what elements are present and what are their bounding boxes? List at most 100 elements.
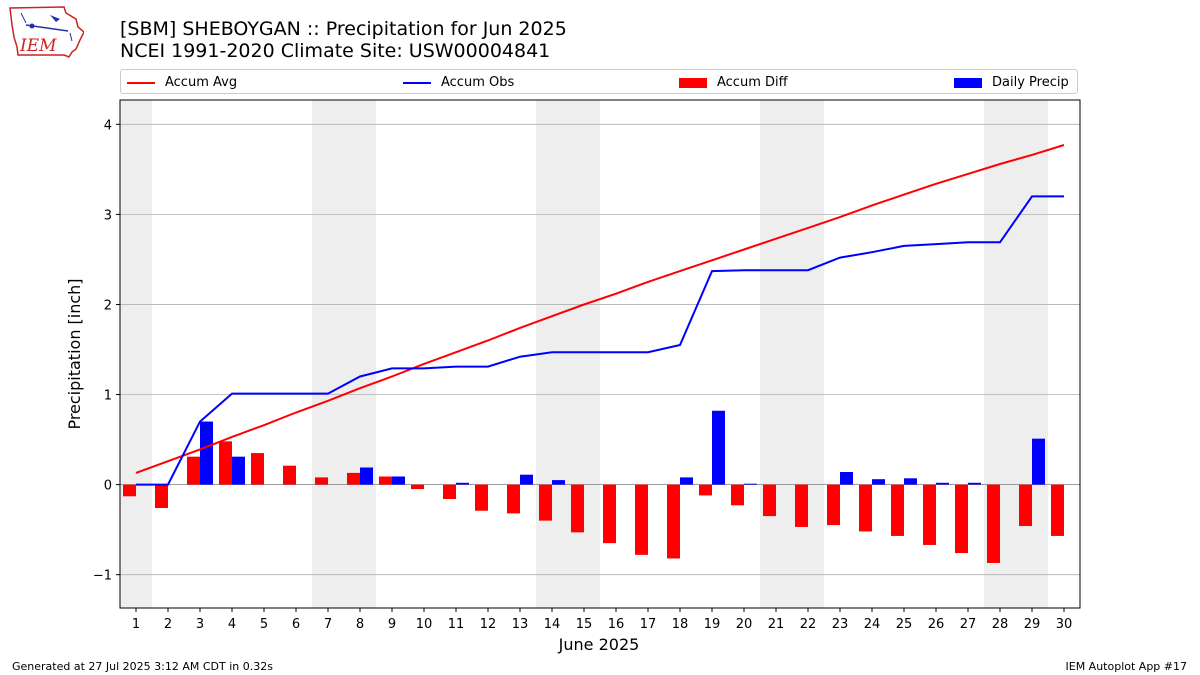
x-tick-label: 15: [576, 617, 593, 632]
iem-iowa-logo: IEM: [9, 6, 84, 58]
x-tick-label: 10: [416, 617, 433, 632]
bar-daily-precip: [552, 480, 565, 485]
bar-accum-diff: [923, 484, 936, 545]
legend: Accum Avg Accum Obs Accum Diff Daily Pre…: [120, 69, 1078, 94]
x-tick-label: 29: [1024, 617, 1041, 632]
legend-swatch-accum-diff: [679, 77, 707, 88]
x-tick-label: 22: [800, 617, 817, 632]
y-axis: −1 0 1 2 3 4: [93, 118, 120, 584]
y-tick-label: 0: [104, 479, 112, 494]
x-axis: 1 2 3 4 5 6 7 8 9 10 11 12 13 14 15 16 17 18 19 20 21 22 23 24 2…: [132, 608, 1072, 632]
x-tick-label: 21: [768, 617, 785, 632]
x-axis-label: June 2025: [558, 635, 640, 654]
x-tick-label: 3: [196, 617, 204, 632]
bar-accum-diff: [859, 484, 872, 532]
legend-item-accum-diff: Accum Diff: [679, 70, 788, 95]
x-tick-label: 27: [960, 617, 977, 632]
bar-accum-diff: [731, 484, 744, 506]
x-tick-label: 23: [832, 617, 849, 632]
x-tick-label: 25: [896, 617, 913, 632]
x-tick-label: 12: [480, 617, 497, 632]
bar-accum-diff: [635, 484, 648, 555]
bar-accum-diff: [411, 484, 424, 490]
bar-accum-diff: [187, 456, 200, 485]
bar-daily-precip: [872, 479, 885, 485]
x-tick-label: 28: [992, 617, 1009, 632]
line-accum-obs: [136, 195, 1064, 486]
x-tick-label: 9: [388, 617, 396, 632]
legend-label-accum-avg: Accum Avg: [165, 75, 238, 90]
weekend-shade: [312, 100, 344, 608]
bar-daily-precip: [744, 483, 757, 485]
line-accum-avg: [135, 144, 1065, 474]
bar-daily-precip: [360, 467, 373, 485]
footer-app: IEM Autoplot App #17: [1065, 660, 1188, 673]
bar-accum-diff: [283, 465, 296, 485]
bar-daily-precip: [904, 478, 917, 485]
x-tick-label: 20: [736, 617, 753, 632]
bar-daily-precip: [840, 471, 853, 485]
x-tick-label: 13: [512, 617, 529, 632]
x-tick-label: 4: [228, 617, 236, 632]
bar-accum-diff: [955, 484, 968, 554]
bar-accum-diff: [475, 484, 488, 511]
bar-accum-diff: [123, 484, 136, 497]
y-tick-label: 2: [104, 298, 112, 313]
x-tick-label: 18: [672, 617, 689, 632]
weekend-shade: [792, 100, 824, 608]
bar-daily-precip: [456, 482, 469, 485]
bar-accum-diff: [1019, 484, 1032, 527]
bar-accum-diff: [347, 472, 360, 485]
x-tick-label: 19: [704, 617, 721, 632]
bar-accum-diff: [987, 484, 1000, 563]
bar-accum-diff: [827, 484, 840, 526]
x-tick-label: 17: [640, 617, 657, 632]
x-tick-label: 7: [324, 617, 332, 632]
footer-generated: Generated at 27 Jul 2025 3:12 AM CDT in …: [12, 660, 273, 673]
bar-daily-precip: [392, 476, 405, 485]
x-tick-label: 26: [928, 617, 945, 632]
legend-label-accum-diff: Accum Diff: [717, 75, 788, 90]
bar-daily-precip: [680, 477, 693, 485]
bar-daily-precip: [936, 482, 949, 485]
x-tick-label: 2: [164, 617, 172, 632]
bar-accum-diff: [443, 484, 456, 500]
bar-accum-diff: [251, 453, 264, 485]
lines-group: [135, 144, 1065, 486]
x-tick-label: 6: [292, 617, 300, 632]
legend-label-daily-precip: Daily Precip: [992, 75, 1069, 90]
weekend-shade: [344, 100, 376, 608]
x-tick-label: 8: [356, 617, 364, 632]
legend-swatch-daily-precip: [954, 77, 982, 88]
weekend-shade: [760, 100, 792, 608]
bar-daily-precip: [520, 474, 533, 485]
x-tick-label: 30: [1056, 617, 1073, 632]
logo-text: IEM: [19, 36, 57, 56]
legend-item-accum-obs: Accum Obs: [403, 70, 514, 95]
bar-accum-diff: [155, 484, 168, 509]
legend-item-accum-avg: Accum Avg: [127, 70, 237, 95]
legend-item-daily-precip: Daily Precip: [954, 70, 1069, 95]
bar-daily-precip: [712, 410, 725, 485]
legend-label-accum-obs: Accum Obs: [441, 75, 515, 90]
y-tick-label: 4: [104, 118, 112, 133]
x-tick-label: 24: [864, 617, 881, 632]
x-tick-label: 11: [448, 617, 465, 632]
bar-accum-diff: [219, 441, 232, 485]
y-tick-label: 1: [104, 389, 112, 404]
bar-accum-diff: [667, 484, 680, 559]
bar-daily-precip: [1032, 438, 1045, 485]
chart-title: [SBM] SHEBOYGAN :: Precipitation for Jun…: [120, 18, 567, 62]
bar-accum-diff: [763, 484, 776, 517]
title-line-2: NCEI 1991-2020 Climate Site: USW00004841: [120, 40, 551, 62]
bar-accum-diff: [539, 484, 552, 521]
bar-accum-diff: [315, 477, 328, 485]
bar-accum-diff: [603, 484, 616, 544]
y-tick-label: −1: [93, 569, 112, 584]
y-axis-label: Precipitation [inch]: [65, 278, 84, 429]
title-line-1: [SBM] SHEBOYGAN :: Precipitation for Jun…: [120, 18, 567, 40]
x-tick-label: 1: [132, 617, 140, 632]
x-tick-label: 16: [608, 617, 625, 632]
iowa-outline: [9, 6, 84, 58]
weekend-shade: [120, 100, 152, 608]
